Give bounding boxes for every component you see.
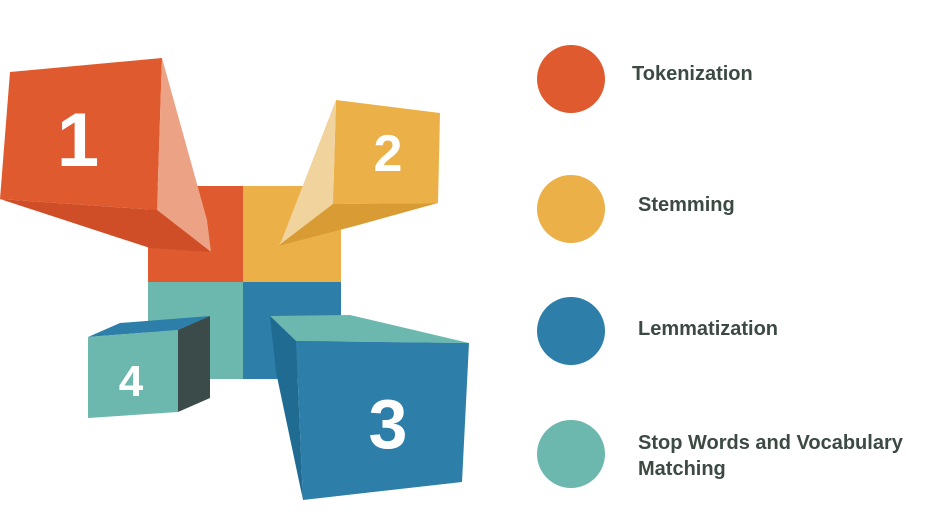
legend-label-stop-words: Stop Words and Vocabulary Matching xyxy=(638,430,938,482)
legend-circle-icon xyxy=(537,420,605,488)
block-4-side xyxy=(178,316,210,412)
legend-circle-icon xyxy=(537,297,605,365)
legend-circle-icon xyxy=(537,45,605,113)
block-3-top xyxy=(270,315,469,343)
legend-label-tokenization: Tokenization xyxy=(632,61,753,87)
legend-item-stemming xyxy=(537,175,605,243)
legend-label-stemming: Stemming xyxy=(638,192,735,218)
legend-circle-icon xyxy=(537,175,605,243)
block-1: 1 xyxy=(0,58,211,252)
block-1-number: 1 xyxy=(57,98,99,183)
legend-label-lemmatization: Lemmatization xyxy=(638,316,778,342)
legend-item-lemmatization xyxy=(537,297,605,365)
legend-item-stop-words xyxy=(537,420,605,488)
block-2-number: 2 xyxy=(374,125,403,183)
block-4-number: 4 xyxy=(119,357,144,406)
block-3: 3 xyxy=(270,315,469,500)
block-2: 2 xyxy=(278,100,440,246)
block-3-number: 3 xyxy=(369,385,408,463)
legend-item-tokenization xyxy=(537,45,605,113)
block-4: 4 xyxy=(88,316,210,418)
